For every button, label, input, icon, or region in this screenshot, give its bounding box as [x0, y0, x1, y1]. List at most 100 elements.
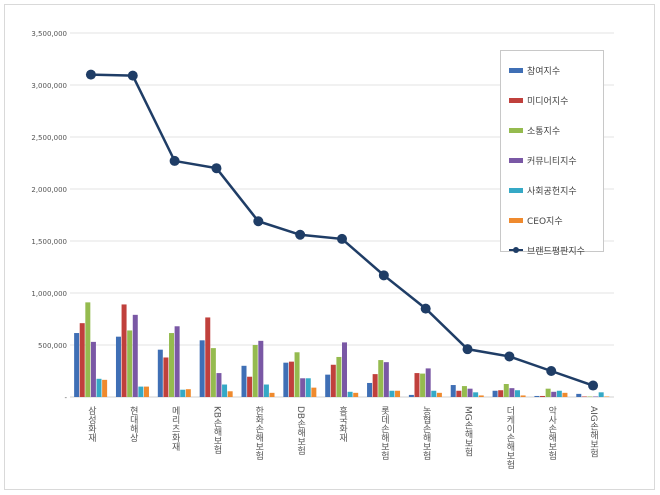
bar-미디어지수: [247, 376, 253, 397]
legend-swatch: [509, 97, 523, 103]
chart-frame: [4, 4, 655, 490]
bar-커뮤니티지수: [467, 388, 473, 397]
y-tick-label: -: [64, 394, 67, 402]
bar-소통지수: [545, 388, 551, 397]
bar-참여지수: [450, 385, 456, 397]
bar-소통지수: [169, 333, 175, 397]
bar-참여지수: [74, 333, 80, 397]
bar-미디어지수: [456, 390, 462, 397]
legend-label: 소통지수: [527, 126, 561, 137]
y-tick-label: 3,500,000: [31, 30, 67, 38]
y-tick-label: 1,000,000: [31, 290, 67, 298]
bar-소통지수: [294, 352, 300, 397]
legend-label: 참여지수: [527, 66, 561, 77]
bar-커뮤니티지수: [593, 396, 599, 397]
bar-사회공헌지수: [347, 391, 353, 397]
legend-label: 사회공헌지수: [527, 186, 577, 197]
line-point: [295, 229, 306, 240]
line-point: [378, 270, 389, 281]
legend-swatch: [509, 187, 523, 193]
bar-사회공헌지수: [180, 389, 186, 397]
bar-커뮤니티지수: [90, 341, 96, 397]
y-tick-label: 2,500,000: [31, 134, 67, 142]
x-tick-label: 한화손해보험: [253, 406, 263, 460]
bar-CEO지수: [311, 387, 317, 397]
bar-사회공헌지수: [222, 384, 228, 397]
bar-참여지수: [241, 365, 247, 397]
bar-커뮤니티지수: [216, 373, 222, 397]
x-tick-label: 농협손해보험: [421, 406, 431, 460]
bar-CEO지수: [604, 396, 610, 397]
line-point: [211, 163, 222, 174]
bar-사회공헌지수: [138, 386, 144, 397]
legend-item: 사회공헌지수: [509, 175, 603, 205]
legend-item: 참여지수: [509, 55, 603, 85]
bar-사회공헌지수: [473, 392, 479, 397]
bar-사회공헌지수: [431, 390, 437, 397]
legend-item: 미디어지수: [509, 85, 603, 115]
x-tick-label: KB손해보험: [211, 406, 221, 454]
legend-label: CEO지수: [527, 216, 563, 227]
y-tick-label: 500,000: [38, 342, 67, 350]
bar-소통지수: [378, 360, 384, 397]
x-tick-label: 롯데손해보험: [379, 406, 389, 460]
bar-소통지수: [461, 386, 467, 397]
line-point: [337, 233, 347, 244]
x-tick-label: AIG손해보험: [588, 406, 598, 458]
bar-CEO지수: [185, 389, 191, 397]
bar-커뮤니티지수: [425, 368, 431, 397]
bar-CEO지수: [436, 392, 442, 397]
bar-미디어지수: [414, 373, 420, 397]
bar-미디어지수: [372, 374, 378, 397]
legend-item: 소통지수: [509, 115, 603, 145]
x-tick-label: 삼성화재: [86, 406, 96, 443]
legend-label: 브랜드평판지수: [527, 246, 585, 257]
bar-커뮤니티지수: [342, 342, 347, 397]
line-point: [588, 380, 599, 391]
y-tick-label: 3,000,000: [31, 82, 67, 90]
legend-label: 미디어지수: [527, 96, 569, 107]
x-tick-label: DB손해보험: [295, 406, 305, 455]
legend-swatch: [509, 157, 523, 163]
bar-커뮤니티지수: [509, 388, 515, 397]
bar-참여지수: [325, 374, 331, 397]
legend-label: 커뮤니티지수: [527, 156, 577, 167]
bar-참여지수: [576, 393, 582, 397]
x-tick-label: 메리츠화재: [170, 406, 180, 452]
line-point: [169, 155, 180, 166]
bar-커뮤니티지수: [174, 326, 180, 397]
bar-미디어지수: [581, 396, 587, 397]
bar-CEO지수: [227, 391, 233, 397]
line-point: [253, 216, 264, 227]
bar-참여지수: [115, 336, 121, 397]
bar-CEO지수: [478, 395, 484, 397]
legend-item: 커뮤니티지수: [509, 145, 603, 175]
line-point: [85, 69, 96, 80]
bar-CEO지수: [395, 390, 401, 397]
bar-참여지수: [367, 382, 373, 397]
x-tick-label: 더케이손해보험: [504, 406, 514, 469]
y-tick-label: 1,500,000: [31, 238, 67, 246]
legend-swatch: [509, 247, 523, 253]
x-tick-label: MG손해보험: [463, 406, 473, 457]
bar-참여지수: [283, 362, 289, 397]
line-point: [420, 303, 431, 314]
bar-미디어지수: [205, 317, 211, 397]
bar-미디어지수: [121, 304, 127, 397]
bar-소통지수: [127, 330, 133, 397]
legend-item: CEO지수: [509, 205, 603, 235]
line-point: [127, 70, 138, 81]
bar-사회공헌지수: [389, 390, 395, 397]
legend-item: 브랜드평판지수: [509, 235, 603, 265]
bar-커뮤니티지수: [551, 391, 557, 397]
x-tick-label: 흥국화재: [337, 405, 347, 443]
bar-CEO지수: [102, 379, 108, 397]
bar-소통지수: [336, 356, 342, 397]
line-point: [504, 351, 515, 362]
bar-소통지수: [252, 345, 258, 397]
bar-소통지수: [420, 373, 426, 397]
bar-사회공헌지수: [598, 392, 604, 397]
bar-사회공헌지수: [96, 378, 102, 397]
line-point: [462, 344, 473, 355]
bar-CEO지수: [269, 392, 275, 397]
